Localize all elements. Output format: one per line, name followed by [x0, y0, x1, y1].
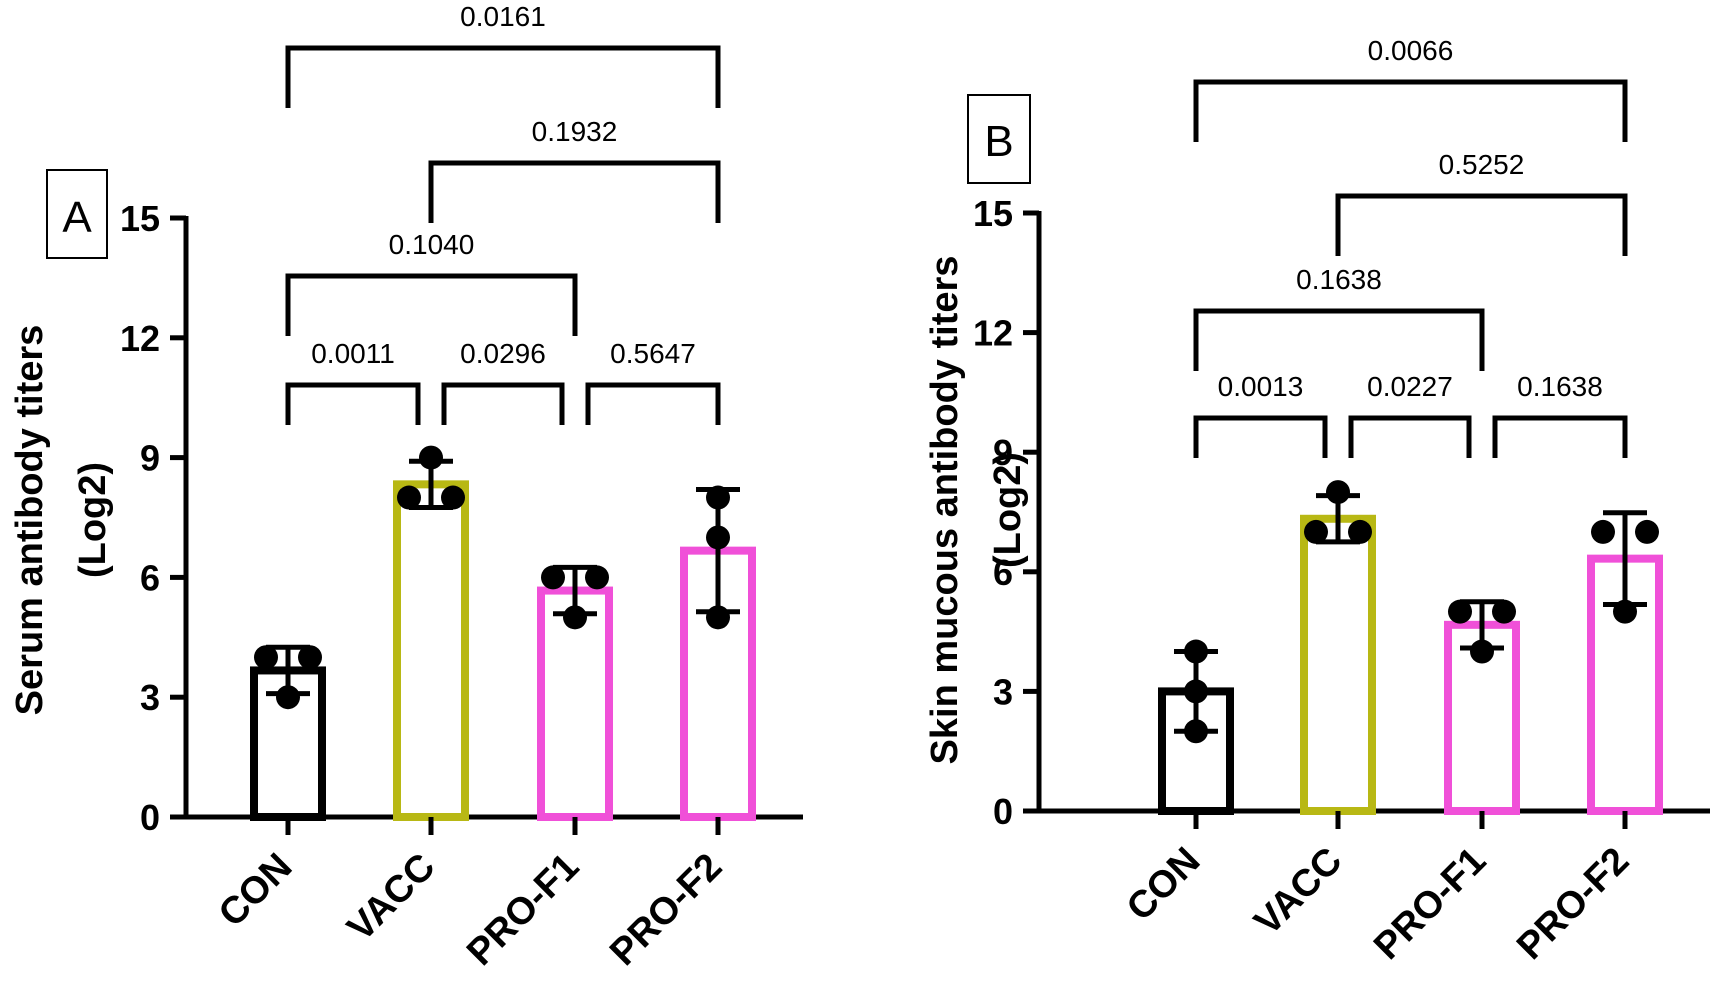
y-tick-label: 0 — [140, 797, 160, 838]
significance-bracket — [1348, 415, 1472, 458]
x-category-label: VACC — [1247, 840, 1351, 944]
panel-a-chart: 0 3 6 9 12 15 CON VACC PRO-F1 PRO-F2 0.0011 0.0296 0… — [9, 1, 803, 974]
x-category-label: PRO-F2 — [1509, 840, 1637, 968]
p-value-label: 0.0296 — [460, 338, 546, 369]
significance-bracket — [441, 382, 565, 425]
x-category-label: PRO-F2 — [602, 846, 730, 974]
significance-bracket — [285, 45, 721, 108]
panel-label: B — [984, 117, 1013, 166]
y-tick-label: 3 — [993, 671, 1013, 712]
bar-vacc — [393, 480, 469, 821]
significance-bracket — [1193, 79, 1628, 142]
data-point — [1348, 519, 1372, 544]
y-tick-label: 0 — [993, 791, 1013, 832]
x-category-label: CON — [1119, 840, 1208, 929]
significance-bracket — [285, 273, 578, 336]
significance-bracket — [1335, 193, 1628, 256]
p-value-label: 0.0066 — [1368, 35, 1454, 66]
data-point — [706, 485, 730, 510]
data-point — [1184, 679, 1208, 704]
data-point — [1613, 599, 1637, 624]
p-value-label: 0.0013 — [1218, 371, 1304, 402]
y-tick-label: 12 — [973, 313, 1013, 354]
p-value-label: 0.5647 — [610, 338, 696, 369]
y-tick-label: 9 — [993, 432, 1013, 473]
p-value-label: 0.1040 — [389, 229, 475, 260]
y-tick-label: 3 — [140, 677, 160, 718]
data-point — [706, 525, 730, 550]
significance-bracket — [1193, 308, 1485, 371]
y-axis-label: Serum antibody titers — [9, 325, 51, 716]
data-point — [1591, 519, 1615, 544]
p-value-label: 0.0011 — [311, 338, 395, 369]
data-point — [1184, 639, 1208, 664]
data-point — [585, 565, 609, 590]
data-point — [563, 605, 587, 630]
data-point — [254, 645, 278, 670]
data-point — [1184, 719, 1208, 744]
y-tick-label: 6 — [140, 557, 160, 598]
x-category-label: PRO-F1 — [459, 846, 587, 974]
y-axis-label: Skin mucous antibody titers — [924, 256, 966, 765]
p-value-label: 0.1932 — [532, 116, 618, 147]
data-point — [706, 605, 730, 630]
data-point — [441, 485, 465, 510]
significance-bracket — [1193, 415, 1328, 458]
data-point — [419, 445, 443, 470]
y-tick-label: 9 — [140, 438, 160, 479]
p-value-label: 0.5252 — [1439, 149, 1525, 180]
significance-bracket — [1492, 415, 1628, 458]
data-point — [1448, 599, 1472, 624]
p-value-label: 0.1638 — [1517, 371, 1603, 402]
y-tick-label: 6 — [993, 552, 1013, 593]
y-axis-label-unit: (Log2) — [72, 462, 114, 578]
p-value-label: 0.0227 — [1367, 371, 1453, 402]
x-category-label: PRO-F1 — [1366, 840, 1494, 968]
data-point — [1326, 480, 1350, 505]
y-tick-label: 15 — [120, 198, 160, 239]
significance-bracket — [428, 160, 721, 223]
data-point — [397, 485, 421, 510]
data-point — [298, 645, 322, 670]
bar-vacc — [1300, 514, 1376, 815]
data-point — [1635, 519, 1659, 544]
panel-b-chart: 0 3 6 9 12 15 CON VACC PRO-F1 PRO-F2 0.0013 0.0227 0… — [924, 35, 1710, 968]
significance-bracket — [585, 382, 721, 425]
data-point — [1304, 519, 1328, 544]
data-point — [541, 565, 565, 590]
data-point — [1470, 639, 1494, 664]
data-point — [276, 685, 300, 710]
panel-label-box — [967, 94, 1031, 184]
x-category-label: VACC — [340, 846, 444, 950]
panel-label-box — [46, 169, 108, 259]
y-tick-label: 15 — [973, 193, 1013, 234]
p-value-label: 0.1638 — [1296, 264, 1382, 295]
significance-bracket — [285, 382, 421, 425]
data-point — [1492, 599, 1516, 624]
y-axis-label-unit: (Log2) — [987, 452, 1029, 568]
y-tick-label: 12 — [120, 318, 160, 359]
x-category-label: CON — [211, 846, 300, 935]
p-value-label: 0.0161 — [460, 1, 546, 32]
panel-label: A — [62, 193, 92, 242]
